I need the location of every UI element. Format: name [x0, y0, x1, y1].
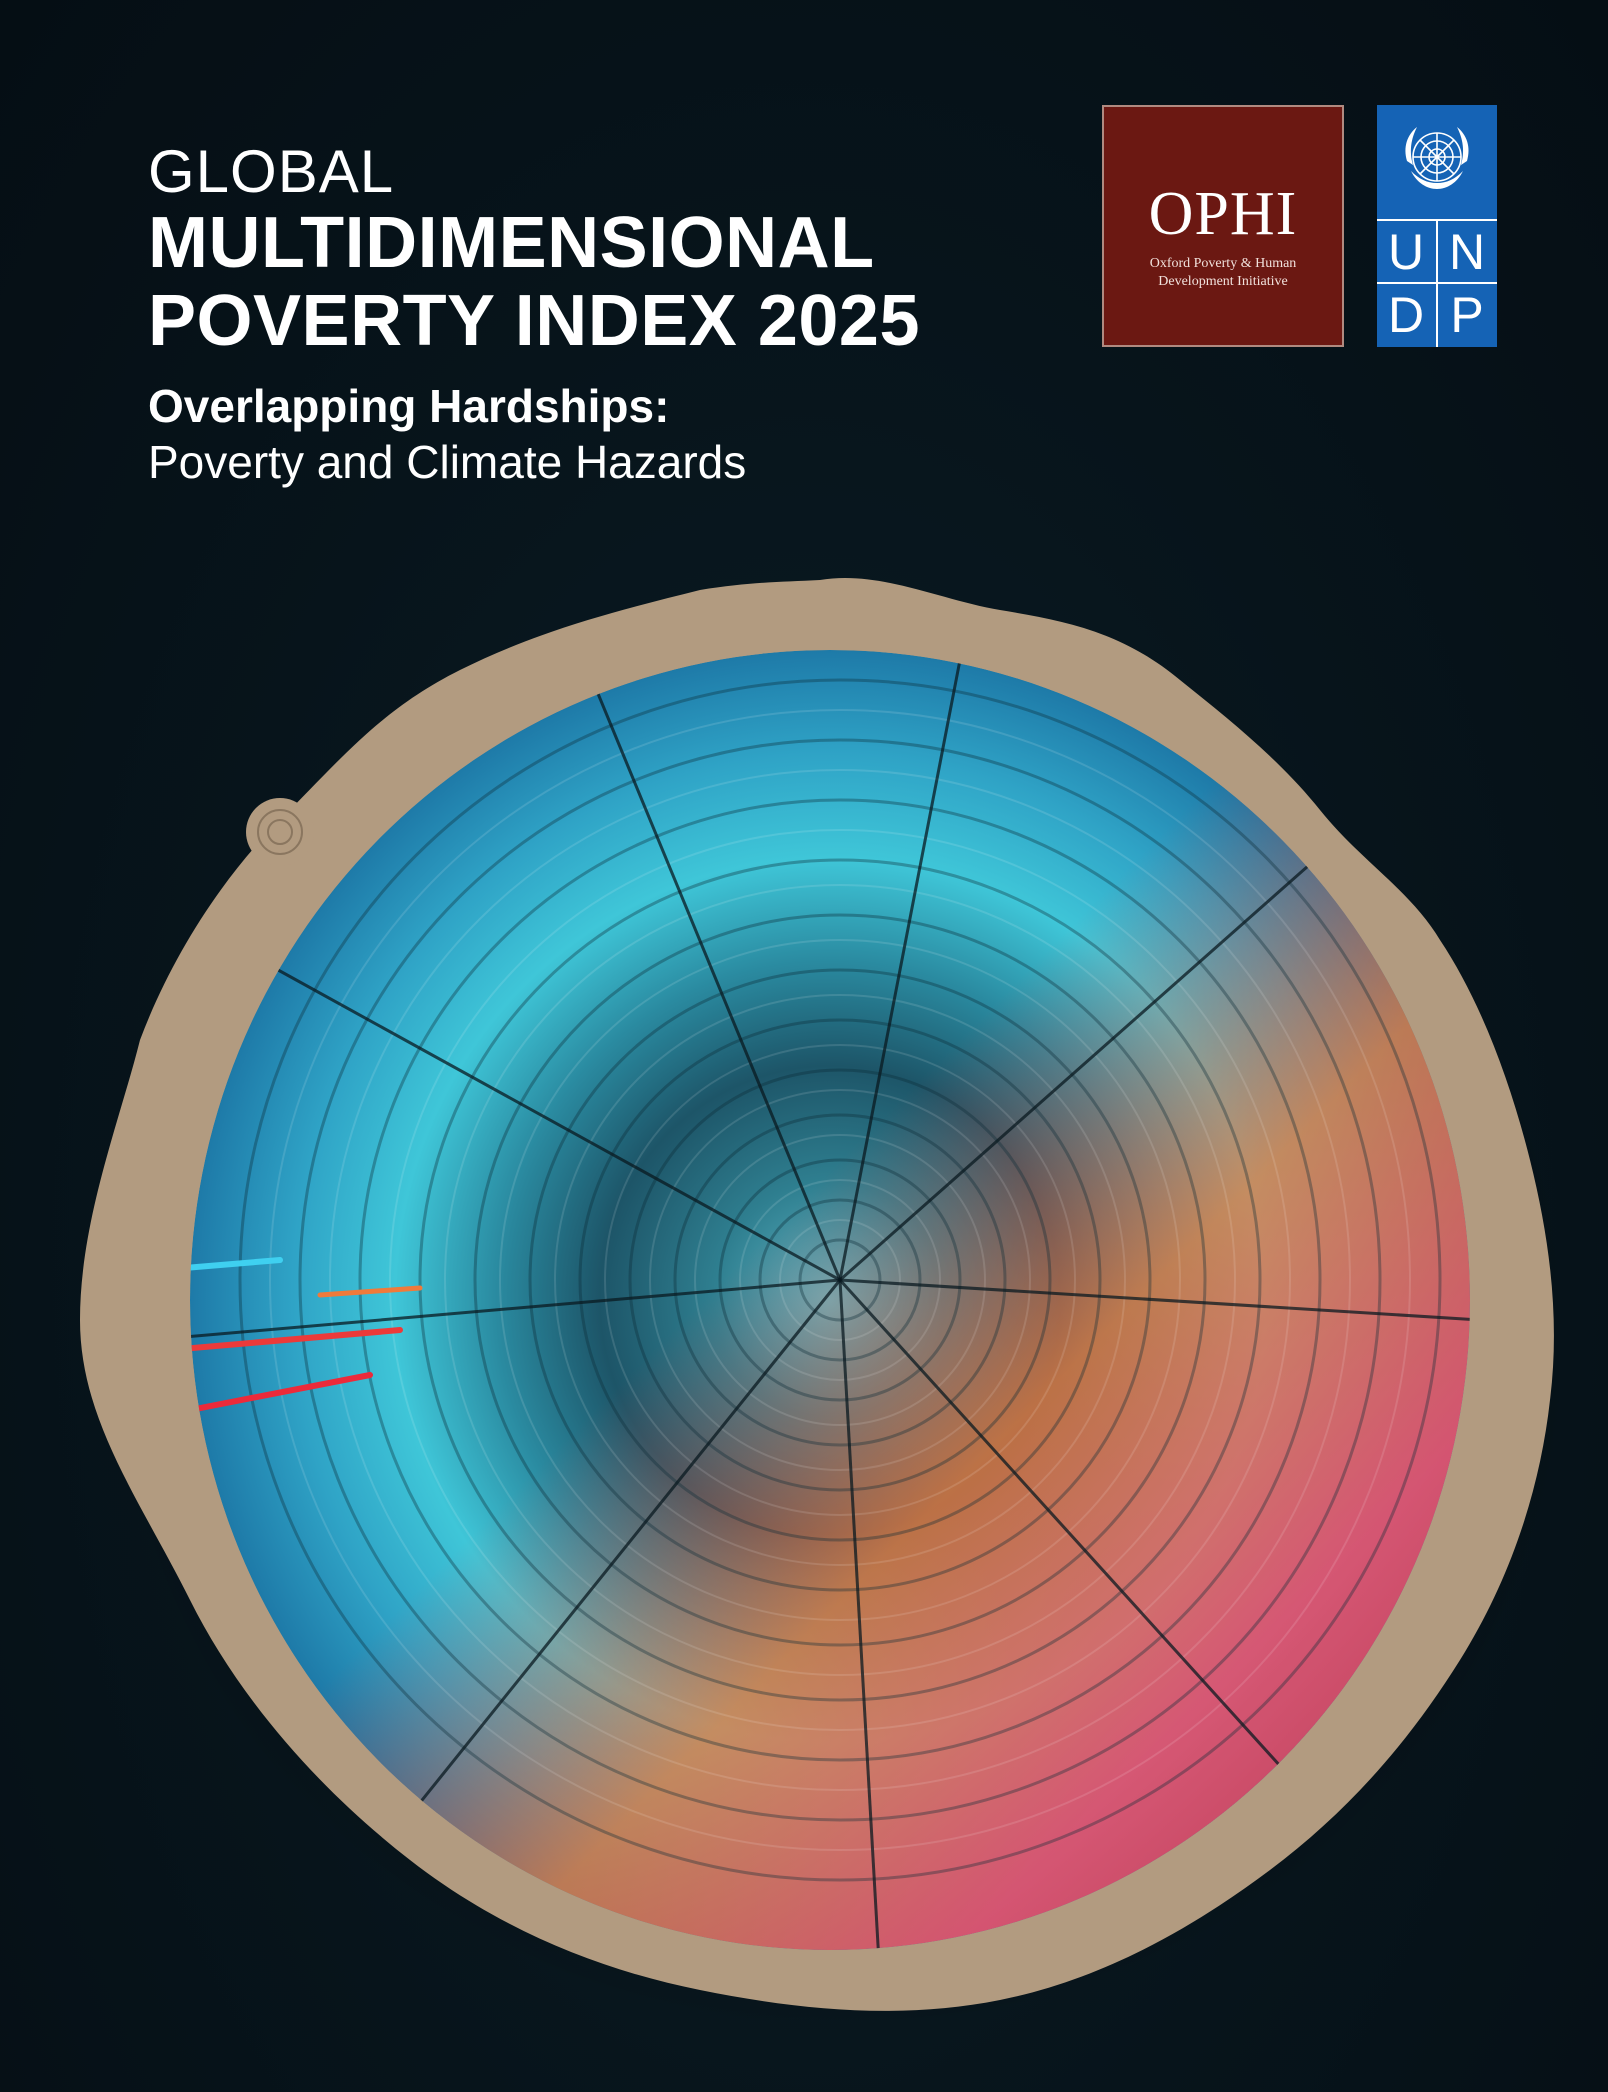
small-branch-stump — [246, 798, 314, 866]
undp-letter-p: P — [1450, 287, 1484, 343]
subtitle-light: Poverty and Climate Hazards — [148, 436, 747, 488]
ophi-logo-line-2: Development Initiative — [1158, 274, 1288, 289]
undp-letter-n: N — [1448, 224, 1486, 280]
title-line-1: MULTIDIMENSIONAL — [148, 203, 875, 283]
ophi-logo-name: OPHI — [1148, 180, 1298, 248]
ophi-logo-line-1: Oxford Poverty & Human — [1149, 256, 1297, 271]
title-prefix: GLOBAL — [148, 138, 395, 205]
title-block: GLOBAL MULTIDIMENSIONAL POVERTY INDEX 20… — [148, 140, 1048, 490]
undp-letter-grid: U N D P — [1377, 219, 1497, 347]
un-emblem-icon — [1405, 127, 1469, 189]
undp-letter-u: U — [1387, 224, 1425, 280]
undp-letter-d: D — [1387, 287, 1425, 343]
undp-logo: U N D P — [1377, 105, 1497, 347]
title-line-2: POVERTY INDEX 2025 — [148, 281, 920, 361]
subtitle-bold: Overlapping Hardships: — [148, 380, 670, 432]
tree-ring-artwork — [80, 577, 1560, 2020]
ophi-logo: OPHI Oxford Poverty & Human Development … — [1102, 105, 1344, 347]
